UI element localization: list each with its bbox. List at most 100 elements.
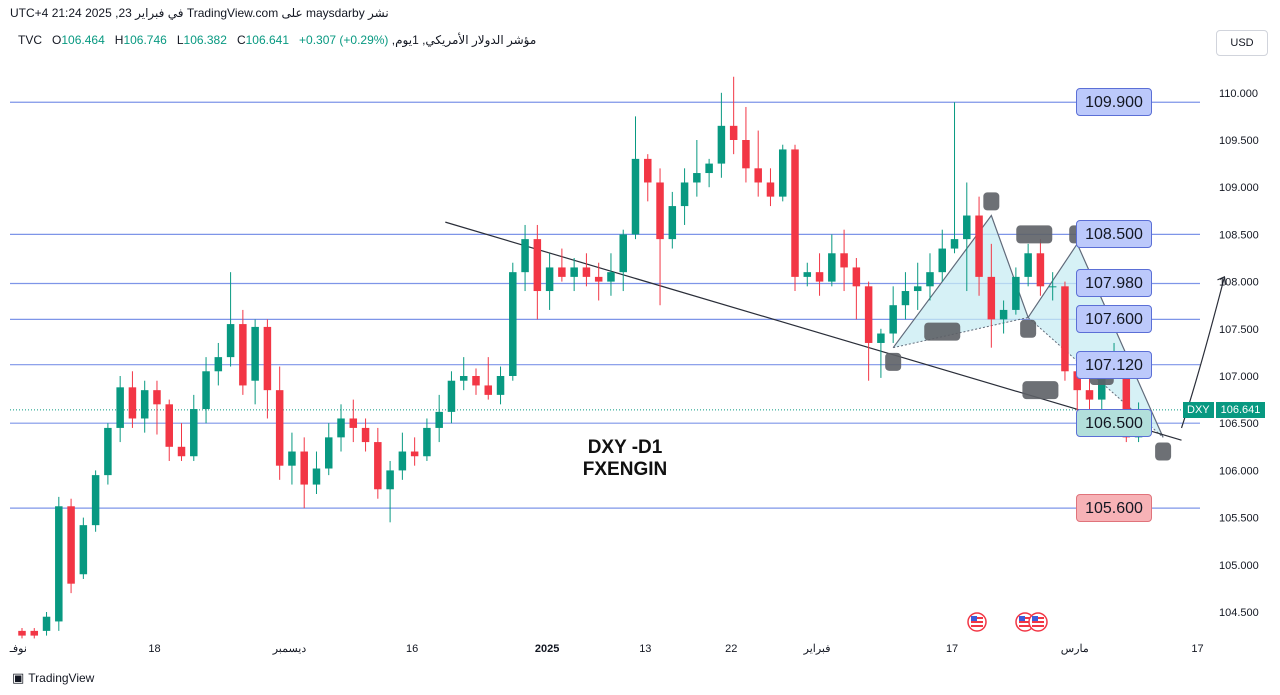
candle-body	[717, 125, 726, 164]
candle-body	[913, 286, 922, 292]
tradingview-logo[interactable]: ▣ TradingView	[12, 670, 94, 686]
candle-body	[337, 418, 345, 438]
tv-logo-icon: ▣	[12, 670, 24, 685]
candle-body	[447, 380, 456, 412]
candle-25	[325, 423, 333, 476]
price-axis: 104.500 105.000 105.500 106.000 106.500 107.0…	[1219, 88, 1259, 619]
pattern-marker-6	[1016, 225, 1053, 244]
candle-3	[55, 496, 63, 631]
harmonic-xb	[893, 316, 1029, 349]
candle-18	[239, 309, 247, 395]
candle-24	[312, 451, 321, 494]
candle-body	[30, 630, 39, 636]
candle-53	[668, 191, 677, 249]
candle-body	[693, 173, 701, 183]
candle-13	[177, 423, 186, 461]
candle-29	[374, 427, 382, 499]
us-flag-icon-0	[967, 612, 987, 632]
candle-75	[938, 229, 946, 282]
candle-body	[545, 267, 554, 292]
flag-stripe	[1019, 625, 1031, 627]
open-label: O	[52, 33, 62, 47]
low-label: L	[176, 33, 184, 47]
candle-body	[705, 163, 713, 174]
price-tick-0: 104.500	[1219, 607, 1259, 619]
candle-body	[742, 140, 750, 169]
candle-body	[509, 272, 517, 376]
candle-body	[570, 267, 578, 277]
time-tick-3: 16	[406, 643, 418, 655]
candle-body	[533, 239, 542, 292]
candle-body	[852, 267, 861, 287]
candle-body	[67, 506, 75, 584]
candle-body	[999, 309, 1008, 320]
candle-body	[1085, 390, 1094, 400]
candle-27	[349, 399, 358, 443]
candle-body	[410, 451, 419, 457]
candle-23	[300, 437, 308, 509]
candle-84	[1048, 272, 1057, 301]
candle-body	[177, 446, 186, 457]
us-flag-icon-2	[1028, 612, 1048, 632]
candle-8	[116, 376, 124, 443]
time-tick-6: 22	[725, 643, 737, 655]
candle-85	[1061, 281, 1069, 381]
candle-body	[18, 630, 26, 636]
candle-15	[202, 357, 210, 424]
candle-body	[729, 125, 738, 140]
candle-44	[558, 248, 566, 282]
time-tick-7: فبراير	[803, 643, 831, 655]
candle-42	[533, 224, 542, 320]
candle-body	[202, 371, 210, 410]
candle-body	[1024, 253, 1032, 277]
level-label-5: 106.500	[1076, 409, 1152, 438]
price-tick-2: 105.500	[1219, 513, 1259, 525]
candle-63	[791, 144, 799, 292]
candle-21	[275, 366, 284, 480]
time-axis: نوفـ 18 ديسمبر 16 2025 13 22 فبراير 17 مارس 17	[9, 643, 1204, 655]
candle-73	[913, 262, 922, 310]
high-value: 106.746	[123, 33, 167, 47]
candle-47	[594, 262, 603, 301]
candle-body	[938, 248, 946, 273]
level-label-3: 107.600	[1076, 305, 1152, 334]
price-tick-6: 107.500	[1219, 324, 1259, 336]
candle-body	[288, 451, 296, 466]
candle-83	[1036, 239, 1045, 296]
level-label-4: 107.120	[1076, 350, 1152, 379]
candle-body	[644, 158, 652, 183]
candle-body	[680, 182, 689, 207]
candle-body	[459, 376, 468, 381]
pattern-marker-5	[924, 322, 961, 341]
candle-body	[325, 437, 333, 469]
candle-59	[742, 106, 750, 183]
candle-70	[877, 328, 885, 378]
time-tick-8: 17	[946, 643, 958, 655]
candle-17	[226, 272, 235, 367]
level-label-2: 107.980	[1076, 269, 1152, 298]
candle-31	[398, 432, 407, 480]
candle-body	[521, 239, 529, 273]
annotation-line-1: DXY -D1	[587, 437, 663, 458]
candle-20	[263, 319, 272, 419]
candle-0	[18, 628, 26, 639]
candle-body	[435, 411, 443, 428]
candle-68	[852, 258, 861, 320]
candle-body	[116, 387, 124, 428]
candle-body	[901, 291, 910, 306]
candle-body	[668, 206, 677, 240]
candle-62	[778, 144, 787, 202]
candle-body	[190, 409, 198, 457]
candle-55	[693, 140, 701, 197]
time-tick-4: 2025	[535, 643, 559, 655]
chart-annotation: DXY -D1 FXENGIN	[560, 437, 690, 481]
candle-66	[828, 234, 836, 287]
candle-body	[226, 324, 235, 358]
candle-14	[190, 394, 198, 461]
candle-38	[484, 357, 493, 400]
candle-41	[521, 224, 529, 292]
currency-button[interactable]: USD	[1216, 30, 1268, 56]
candle-9	[128, 371, 137, 428]
candle-body	[472, 376, 480, 386]
pattern-marker-2	[1020, 319, 1037, 338]
